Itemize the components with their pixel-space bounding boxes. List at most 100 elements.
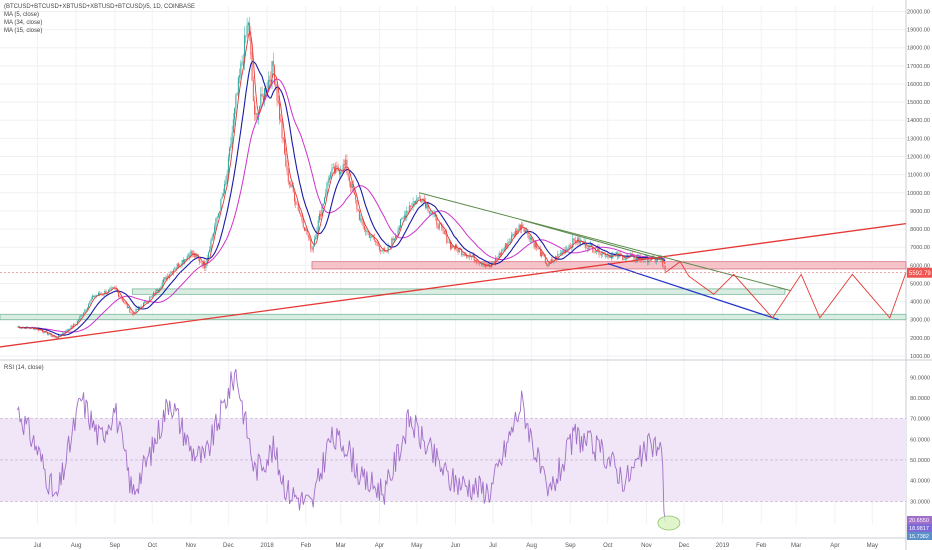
candle-body — [124, 302, 126, 303]
candle-body — [54, 336, 56, 338]
candle-body — [574, 240, 576, 242]
candle-body — [582, 241, 584, 245]
candle-body — [523, 227, 525, 232]
candle-body — [422, 198, 424, 202]
candle-body — [451, 245, 453, 249]
candle-body — [531, 237, 533, 240]
candle-body — [504, 243, 506, 249]
candle-body — [91, 296, 93, 300]
candle-body — [544, 256, 546, 264]
candle-body — [160, 286, 162, 289]
candle-body — [232, 119, 234, 133]
candle-body — [436, 216, 438, 225]
candle-body — [603, 252, 605, 253]
candle-body — [594, 251, 596, 253]
candle-body — [246, 25, 248, 36]
time-tick-label: Nov — [186, 543, 197, 549]
candle-body — [81, 314, 83, 316]
candle-body — [483, 264, 485, 267]
candle-body — [549, 261, 551, 263]
candle-body — [479, 262, 481, 264]
candle-body — [140, 306, 142, 308]
resistance-line-2 — [521, 219, 665, 261]
candle-body — [645, 255, 647, 257]
candle-body — [290, 183, 292, 187]
candle-body — [418, 197, 420, 199]
candle-body — [133, 313, 135, 314]
candle-body — [347, 172, 349, 177]
candle-body — [477, 262, 479, 264]
candle-body — [607, 254, 609, 257]
candle-body — [541, 252, 543, 257]
time-tick-label: Jul — [34, 543, 42, 549]
candle-body — [151, 295, 153, 297]
candle-body — [353, 191, 355, 195]
legend-ma34: MA (34, close) — [4, 20, 43, 26]
candle-body — [61, 333, 63, 335]
candle-body — [410, 205, 412, 207]
candle-body — [602, 252, 604, 255]
candle-body — [447, 242, 449, 244]
uptrend-line — [0, 222, 907, 348]
candle-body — [612, 254, 614, 259]
candle-body — [105, 291, 107, 294]
candle-body — [456, 244, 458, 249]
candle-body — [301, 215, 303, 221]
candle-body — [368, 232, 370, 238]
candle-body — [250, 35, 252, 56]
candle-body — [313, 239, 315, 246]
candle-body — [94, 296, 96, 297]
time-tick-label: Aug — [71, 543, 82, 549]
candle-body — [407, 211, 409, 212]
candle-body — [113, 287, 115, 289]
candle-body — [361, 218, 363, 222]
candle-body — [315, 237, 317, 240]
candle-body — [205, 263, 207, 269]
candle-body — [202, 261, 204, 266]
rsi-label: RSI (14, close) — [4, 365, 44, 371]
candle-body — [48, 334, 50, 335]
candle-body — [236, 93, 238, 96]
time-tick-label: Nov — [641, 543, 652, 549]
time-tick-label: Oct — [603, 543, 613, 549]
support-zone — [0, 313, 907, 321]
candle-body — [325, 193, 327, 198]
candle-body — [56, 337, 58, 339]
rsi-tick-label: 90.0000 — [910, 375, 930, 381]
candle-body — [635, 256, 637, 261]
candle-body — [421, 201, 423, 203]
candle-body — [462, 254, 464, 256]
candle-body — [282, 137, 284, 140]
candle-body — [270, 80, 272, 82]
candle-body — [207, 252, 209, 258]
candle-body — [226, 174, 228, 182]
candle-body — [363, 225, 365, 230]
candle-body — [385, 251, 387, 252]
candle-body — [317, 220, 319, 232]
chart-legend: (BTCUSD+BTCUSD+XBTUSD+XBTUSD+BTCUSD)/5, … — [4, 3, 195, 35]
candle-body — [141, 306, 143, 308]
chart-title: (BTCUSD+BTCUSD+XBTUSD+XBTUSD+BTCUSD)/5, … — [4, 4, 196, 10]
time-tick-label: Aug — [526, 543, 537, 549]
candle-body — [185, 259, 187, 261]
time-tick-label: Jul — [489, 543, 497, 549]
candle-body — [341, 171, 343, 173]
candle-body — [289, 182, 291, 184]
candle-body — [181, 260, 183, 266]
candle-body — [64, 332, 66, 334]
candle-body — [300, 212, 302, 216]
candle-body — [509, 241, 511, 243]
price-tick-label: 6000.00 — [910, 263, 930, 269]
candle-body — [360, 218, 362, 220]
price-tick-label: 16000.00 — [907, 82, 930, 88]
candle-body — [269, 79, 271, 81]
candle-body — [448, 242, 450, 243]
candle-body — [104, 291, 106, 295]
candle-body — [561, 253, 563, 254]
candle-body — [327, 180, 329, 183]
candle-body — [508, 241, 510, 243]
candle-body — [164, 277, 166, 280]
rsi-line — [17, 369, 666, 522]
candle-body — [398, 227, 400, 230]
candle-body — [373, 237, 375, 241]
